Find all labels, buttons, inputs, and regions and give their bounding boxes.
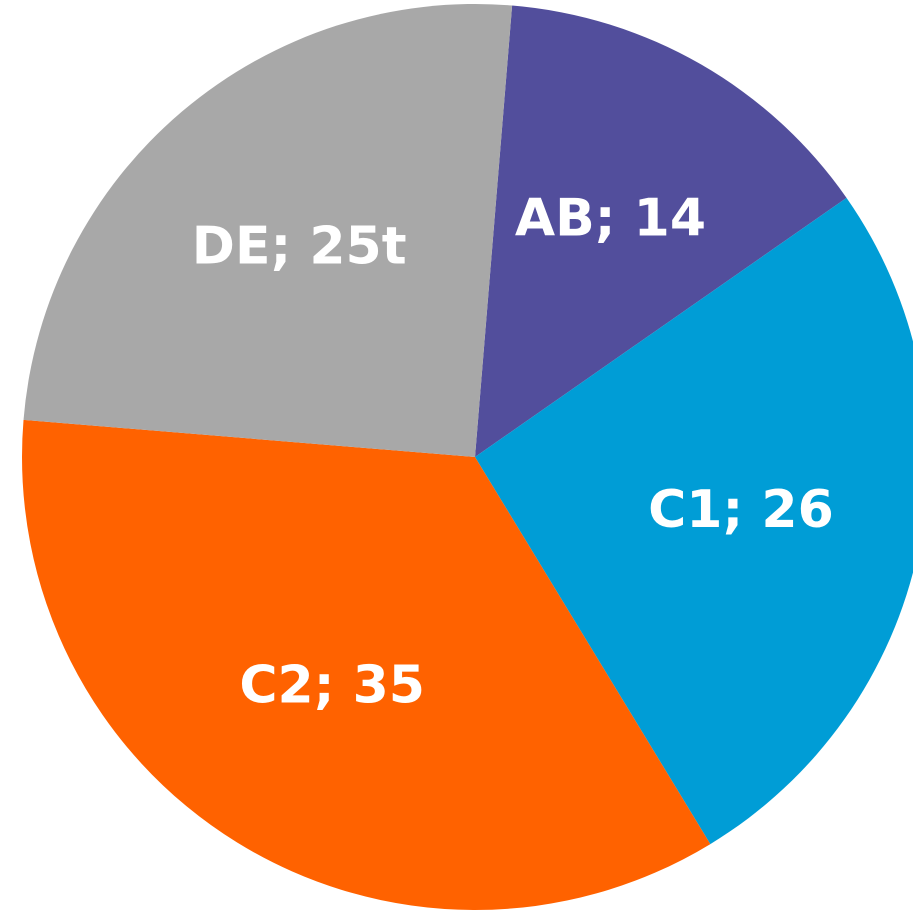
pie-slice — [475, 5, 847, 458]
data-label: AB; 14 — [515, 188, 706, 248]
data-label: C1; 26 — [648, 480, 834, 540]
pie-slice — [22, 419, 711, 910]
pie-slice — [23, 3, 513, 457]
data-label: C2; 35 — [239, 655, 425, 715]
data-label: DE; 25t — [192, 217, 407, 277]
pie-slice — [475, 197, 913, 845]
